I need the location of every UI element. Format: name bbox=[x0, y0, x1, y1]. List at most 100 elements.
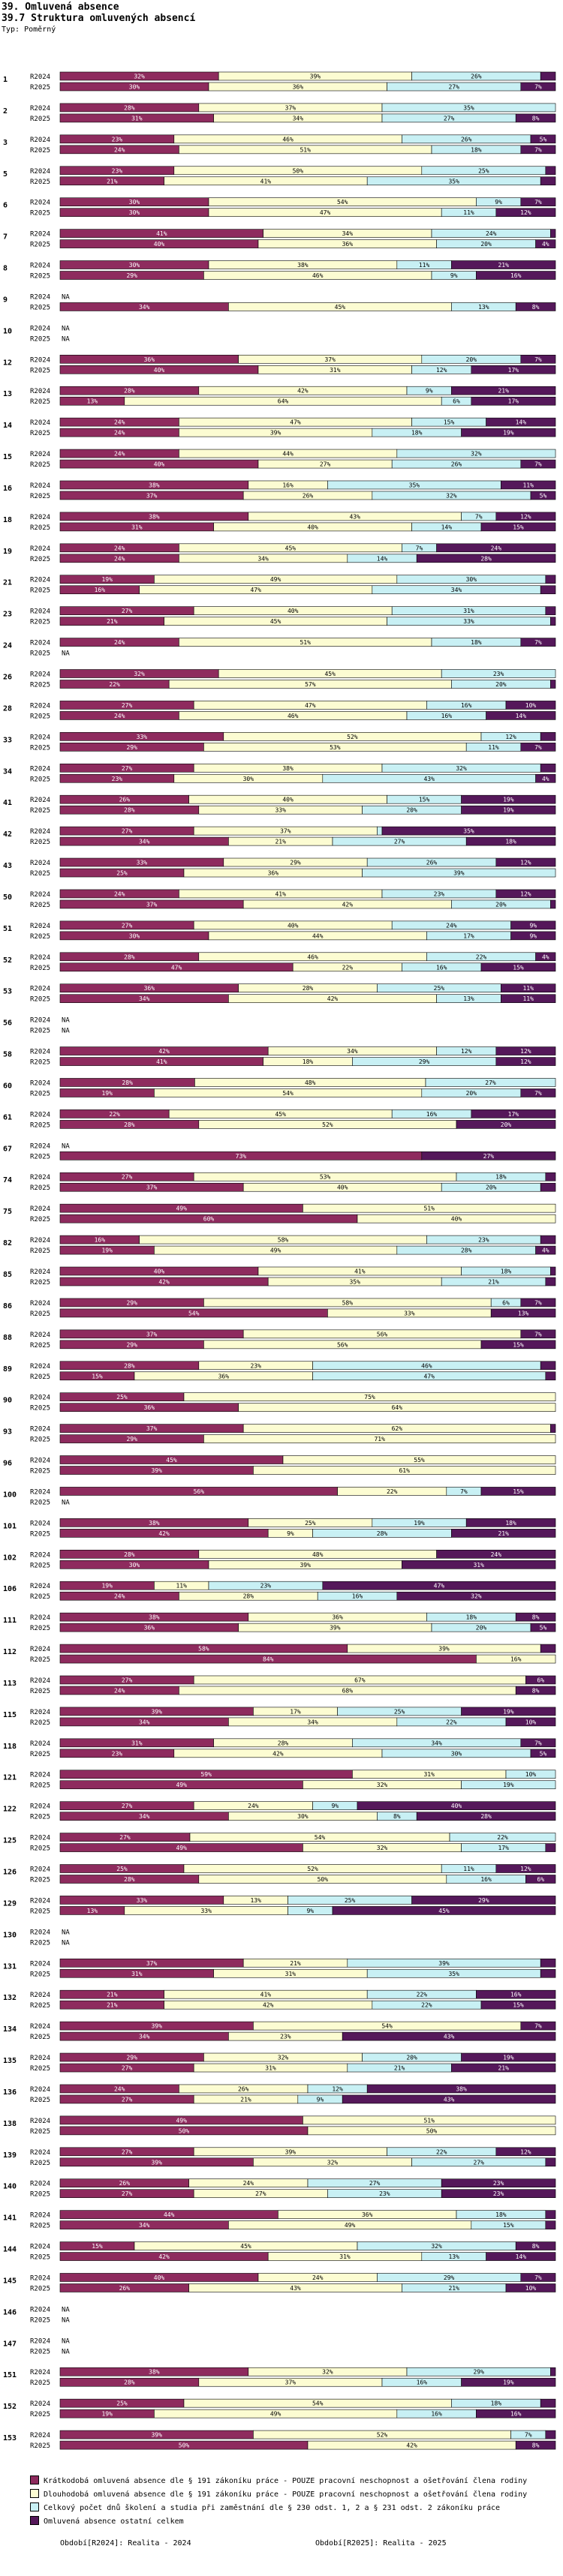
data-label: 7% bbox=[534, 461, 542, 468]
legend-item-1: Krátkodobá omluvená absence dle § 191 zá… bbox=[30, 2475, 527, 2486]
data-label: 44% bbox=[164, 2211, 175, 2218]
group-label: 113 bbox=[3, 1680, 17, 1688]
data-label: 20% bbox=[495, 901, 507, 908]
data-label: 8% bbox=[393, 1813, 401, 1820]
group-label: 147 bbox=[3, 2340, 17, 2348]
row-label: R2025 bbox=[30, 619, 50, 626]
data-label: 16% bbox=[510, 1656, 522, 1663]
data-label: 27% bbox=[122, 828, 133, 835]
data-label: 23% bbox=[112, 1750, 123, 1757]
row-label: R2025 bbox=[30, 1028, 50, 1035]
data-label: 37% bbox=[146, 1331, 158, 1338]
data-label: 23% bbox=[379, 2190, 390, 2197]
data-label: 9% bbox=[306, 1908, 314, 1914]
data-label: 37% bbox=[285, 2379, 297, 2386]
data-label: 24% bbox=[114, 146, 125, 153]
data-label: 35% bbox=[463, 828, 474, 835]
row-label: R2025 bbox=[30, 524, 50, 532]
data-label: 41% bbox=[156, 1058, 167, 1065]
bar-segment-s4 bbox=[545, 2157, 556, 2167]
bar-segment-s4 bbox=[476, 2409, 556, 2418]
data-label: 39% bbox=[151, 1467, 162, 1474]
data-label: 50% bbox=[318, 1876, 329, 1883]
bar-segment-s4 bbox=[480, 522, 556, 532]
data-label: 9% bbox=[450, 272, 458, 279]
bar-segment-s4 bbox=[510, 920, 556, 930]
data-label: 33% bbox=[137, 860, 148, 866]
data-label: 24% bbox=[114, 419, 125, 426]
data-label: 36% bbox=[342, 241, 354, 248]
data-label: 40% bbox=[451, 1803, 462, 1809]
data-label: 21% bbox=[498, 262, 509, 269]
bar-segment-s3 bbox=[441, 669, 556, 678]
data-label: 12% bbox=[520, 1058, 531, 1065]
bar-segment-s4 bbox=[486, 2252, 556, 2261]
data-label: 29% bbox=[126, 1341, 137, 1348]
data-label: 42% bbox=[158, 1530, 170, 1537]
data-label: 6% bbox=[537, 1677, 544, 1683]
data-label: 12% bbox=[461, 1048, 472, 1055]
row-label: R2025 bbox=[30, 1374, 50, 1381]
data-label: 50% bbox=[426, 2127, 438, 2134]
row-label: R2025 bbox=[30, 587, 50, 595]
data-label: 35% bbox=[349, 1279, 360, 1286]
bar-segment-s4 bbox=[436, 543, 556, 553]
data-label: 11% bbox=[488, 744, 499, 751]
data-label: 5% bbox=[540, 492, 547, 499]
data-label: 27% bbox=[394, 839, 405, 845]
bar-segment-s4 bbox=[520, 1738, 556, 1748]
group-label: 23 bbox=[3, 611, 12, 619]
bar-segment-s4 bbox=[545, 2220, 556, 2229]
data-label: 24% bbox=[114, 890, 125, 897]
bar-segment-s4 bbox=[495, 889, 556, 899]
group-label: 112 bbox=[3, 1648, 17, 1656]
row-label: R2025 bbox=[30, 1216, 50, 1223]
bar-segment-s4 bbox=[480, 962, 556, 972]
data-label: 24% bbox=[114, 1593, 125, 1600]
bar-segment-s4 bbox=[545, 2430, 556, 2439]
bar-segment-s4 bbox=[550, 617, 556, 626]
data-label: 42% bbox=[327, 995, 339, 1002]
data-label: 21% bbox=[107, 618, 118, 625]
group-label: 134 bbox=[3, 2025, 17, 2034]
group-label: 3 bbox=[3, 139, 8, 147]
row-label: R2025 bbox=[30, 1877, 50, 1884]
na-label: NA bbox=[62, 1929, 70, 1936]
bar-segment-s3 bbox=[381, 103, 556, 113]
group-label: 43 bbox=[3, 862, 12, 870]
data-label: 28% bbox=[243, 1593, 254, 1600]
row-label: R2024 bbox=[30, 2181, 50, 2188]
data-label: 23% bbox=[493, 671, 504, 677]
data-label: 18% bbox=[303, 1058, 314, 1065]
data-label: 19% bbox=[503, 797, 514, 803]
data-label: 21% bbox=[394, 2065, 405, 2072]
na-label: NA bbox=[62, 1939, 70, 1947]
data-label: 27% bbox=[255, 2190, 266, 2197]
group-label: 24 bbox=[3, 642, 12, 650]
bar-segment-s4 bbox=[550, 1424, 556, 1433]
data-label: 19% bbox=[503, 1708, 514, 1715]
bar-segment-s4 bbox=[520, 1298, 556, 1308]
bar-segment-s4 bbox=[515, 1686, 556, 1695]
data-label: 42% bbox=[158, 1048, 170, 1055]
data-label: 28% bbox=[124, 388, 135, 395]
bar-segment-s4 bbox=[396, 1591, 556, 1601]
data-label: 9% bbox=[529, 922, 537, 929]
bar-segment-s4 bbox=[461, 2377, 556, 2387]
data-label: 38% bbox=[149, 2369, 160, 2376]
data-label: 23% bbox=[250, 1362, 261, 1369]
data-label: 39% bbox=[310, 74, 321, 80]
row-label: R2024 bbox=[30, 702, 50, 710]
data-label: 25% bbox=[345, 1897, 356, 1904]
bar-segment-s4 bbox=[501, 994, 556, 1004]
bar-segment-s4 bbox=[495, 1864, 556, 1873]
data-label: 42% bbox=[342, 901, 354, 908]
data-label: 46% bbox=[282, 136, 294, 143]
data-label: 23% bbox=[260, 1583, 272, 1590]
row-label: R2025 bbox=[30, 1625, 50, 1632]
legend-swatch-2 bbox=[30, 2489, 39, 2498]
data-label: 19% bbox=[503, 2379, 514, 2386]
data-label: 9% bbox=[287, 1530, 294, 1537]
data-label: 26% bbox=[119, 2285, 131, 2292]
group-label: 93 bbox=[3, 1428, 12, 1437]
